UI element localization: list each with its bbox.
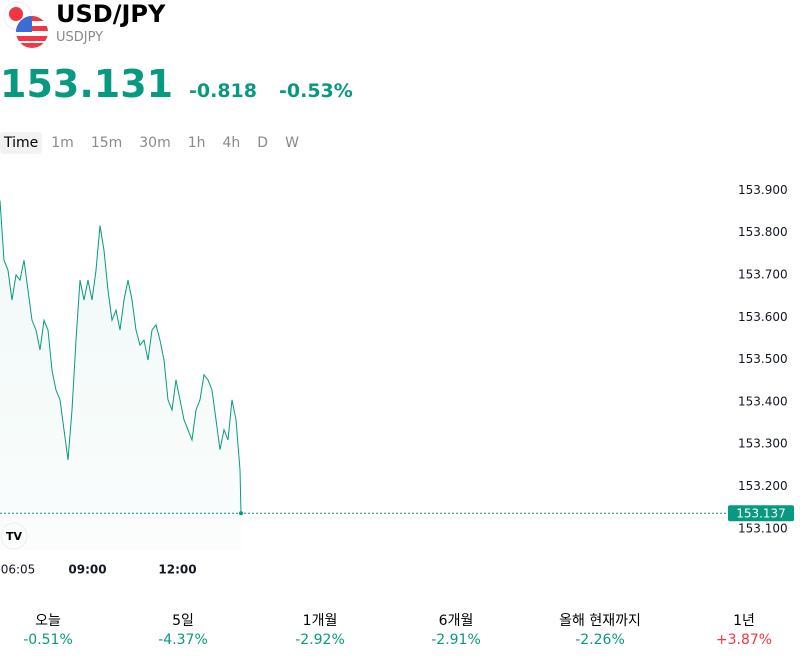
performance-label: 올해 현재까지	[559, 613, 641, 629]
performance-item[interactable]: 오늘 -0.51%	[0, 610, 118, 648]
flags	[3, 1, 48, 48]
interval-tab[interactable]: 4h	[222, 135, 241, 151]
performance-value: -2.91%	[431, 632, 481, 648]
performance: 오늘 -0.51% 5일 -4.37% 1개월 -2.92% 6개월 -2.91% 올해 현재까…	[0, 610, 800, 650]
performance-value: -2.26%	[575, 632, 625, 648]
line-area	[0, 200, 241, 550]
price-line	[0, 200, 242, 514]
performance-label: 오늘	[35, 613, 61, 629]
performance-label: 1개월	[302, 613, 338, 629]
y-tick-label: 153.600	[738, 310, 788, 324]
x-tick-label: 12:00	[158, 563, 196, 577]
interval-tab[interactable]: D	[257, 135, 269, 151]
y-tick-label: 153.100	[738, 521, 788, 535]
change-percent: -0.53%	[279, 80, 353, 102]
last-price-label: 153.137	[736, 507, 786, 521]
performance-label: 1년	[733, 613, 755, 629]
last-price-tag	[728, 505, 794, 522]
y-tick-label: 153.300	[738, 437, 788, 451]
interval-tab[interactable]: 15m	[90, 135, 123, 151]
performance-value: -4.37%	[158, 632, 208, 648]
performance-label: 6개월	[438, 613, 474, 629]
jp-sun	[9, 7, 23, 21]
title: USD/JPY	[56, 0, 166, 28]
y-tick-label: 153.900	[738, 183, 788, 197]
y-tick-label: 153.400	[738, 394, 788, 408]
performance-value: -0.51%	[23, 632, 73, 648]
symbol: USDJPY	[56, 30, 104, 45]
interval-tab[interactable]: W	[285, 135, 299, 151]
y-tick-label: 153.700	[738, 268, 788, 282]
performance-item[interactable]: 1년 +3.87%	[674, 610, 800, 648]
x-tick-label: 09:00	[68, 563, 106, 577]
interval-tabs: Time 1m 15m 30m 1h 4h D W	[0, 132, 308, 154]
performance-item[interactable]: 5일 -4.37%	[113, 610, 253, 648]
price: 153.131	[0, 62, 174, 106]
interval-tab[interactable]: 1m	[51, 135, 74, 151]
chart: TV 153.100153.200153.300153.400153.50015…	[0, 183, 794, 577]
performance-value: -2.92%	[295, 632, 345, 648]
interval-tab[interactable]: Time	[0, 132, 43, 154]
y-tick-label: 153.200	[738, 479, 788, 493]
interval-tab[interactable]: 30m	[139, 135, 171, 151]
performance-item[interactable]: 올해 현재까지 -2.26%	[530, 610, 670, 648]
interval-tab[interactable]: 1h	[187, 135, 206, 151]
performance-item[interactable]: 1개월 -2.92%	[250, 610, 390, 648]
change: -0.818	[189, 80, 257, 102]
us-flag	[16, 16, 48, 48]
performance-item[interactable]: 6개월 -2.91%	[386, 610, 526, 648]
y-tick-label: 153.500	[738, 352, 788, 366]
performance-value: +3.87%	[715, 632, 773, 648]
x-tick-label: 06:05	[1, 563, 36, 577]
y-tick-label: 153.800	[738, 225, 788, 239]
performance-label: 5일	[172, 613, 194, 629]
